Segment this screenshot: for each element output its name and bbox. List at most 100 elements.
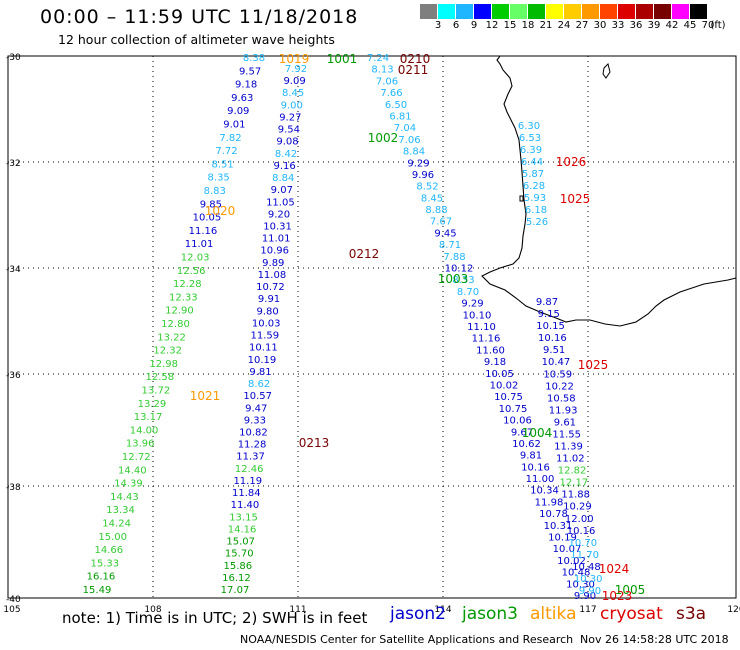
- wave-height-value: 5.26: [526, 217, 548, 228]
- scale-swatch: [654, 4, 672, 19]
- wave-height-value: 8.38: [243, 53, 265, 64]
- wave-height-value: 10.78: [539, 509, 568, 520]
- pass-time-label: 0210: [400, 52, 431, 66]
- scale-swatch: [618, 4, 636, 19]
- wave-height-value: 10.22: [545, 381, 574, 392]
- wave-height-value: 10.30: [566, 579, 595, 590]
- wave-height-value: 10.62: [512, 439, 541, 450]
- wave-height-value: 12.32: [153, 346, 182, 357]
- wave-height-value: 15.86: [224, 561, 253, 572]
- wave-height-value: 10.03: [252, 318, 281, 329]
- wave-height-value: 9.63: [231, 93, 253, 104]
- wave-height-value: 6.44: [521, 157, 543, 168]
- wave-height-value: 13.72: [142, 386, 171, 397]
- scale-label: 6: [452, 20, 460, 31]
- wave-height-value: 11.84: [232, 488, 261, 499]
- wave-height-value: 10.30: [574, 574, 603, 585]
- longitude-label: 111: [289, 605, 306, 615]
- wave-height-value: 8.42: [275, 149, 297, 160]
- wave-height-value: 10.12: [445, 264, 474, 275]
- wave-height-value: 9.90: [574, 591, 596, 602]
- wave-height-value: 15.00: [98, 532, 127, 543]
- wave-height-value: 12.98: [149, 359, 178, 370]
- wave-height-value: 9.89: [262, 258, 284, 269]
- wave-height-value: 11.16: [189, 226, 218, 237]
- legend-cryosat: cryosat: [600, 604, 663, 624]
- wave-height-value: 8.51: [211, 159, 233, 170]
- wave-height-value: 9.20: [268, 209, 290, 220]
- legend-s3a-label: s3a: [676, 604, 707, 624]
- pass-time-label: 1003: [438, 272, 469, 286]
- wave-height-value: 10.16: [538, 333, 567, 344]
- wave-height-value: 7.72: [215, 146, 237, 157]
- pass-time-label: 1019: [279, 52, 310, 66]
- wave-height-value: 10.10: [463, 310, 492, 321]
- wave-height-value: 14.66: [94, 545, 123, 556]
- wave-height-value: 13.96: [126, 439, 155, 450]
- wave-height-value: 10.19: [548, 533, 577, 544]
- wave-height-value: 12.33: [169, 292, 198, 303]
- wave-height-value: 8.45: [282, 88, 304, 99]
- wave-height-value: 9.90: [579, 586, 601, 597]
- scale-label: 39: [647, 20, 661, 31]
- wave-height-value: 9.15: [538, 309, 560, 320]
- color-scale-labels: 3 6 9 12 15 18 21 24 27 30 33 36 39 42 45 70 (ft): [420, 19, 740, 33]
- wave-height-value: 7.92: [285, 64, 307, 75]
- wave-height-value: 11.39: [554, 442, 583, 453]
- wave-height-value: 12.03: [181, 253, 210, 264]
- wave-height-value: 11.37: [236, 452, 265, 463]
- scale-swatch: [474, 4, 492, 19]
- pass-time-label: 1021: [190, 389, 221, 403]
- wave-height-value: 9.45: [434, 228, 456, 239]
- wave-height-value: 11.59: [250, 331, 279, 342]
- legend-jason3-label: jason3: [462, 604, 518, 624]
- footer-timestamp: Nov 26 14:58:28 UTC 2018: [580, 633, 729, 646]
- wave-height-value: 10.96: [260, 246, 289, 257]
- wave-height-value: 9.85: [200, 199, 222, 210]
- wave-height-value: 10.05: [193, 213, 222, 224]
- wave-height-value: 16.16: [87, 572, 116, 583]
- wave-height-value: 10.57: [243, 391, 272, 402]
- wave-height-value: 14.43: [110, 492, 139, 503]
- wave-height-value: 10.05: [485, 369, 514, 380]
- wave-height-value: 10.48: [572, 562, 601, 573]
- scale-label: 27: [575, 20, 589, 31]
- wave-height-value: 8.88: [425, 205, 447, 216]
- wave-height-value: 10.59: [543, 369, 572, 380]
- wave-height-value: 14.40: [118, 465, 147, 476]
- wave-height-value: 11.60: [476, 345, 505, 356]
- wave-height-value: 15.70: [225, 549, 254, 560]
- legend-jason2-label: jason2: [390, 604, 446, 624]
- wave-height-value: 12.82: [558, 466, 587, 477]
- color-scale: 3 6 9 12 15 18 21 24 27 30 33 36 39 42 45 70 (ft): [420, 4, 740, 33]
- coastline: [481, 55, 737, 327]
- wave-height-value: 10.11: [249, 343, 278, 354]
- wave-height-value: 10.19: [248, 355, 277, 366]
- wave-height-value: 8.33: [452, 275, 474, 286]
- wave-height-value: 11.55: [552, 429, 581, 440]
- legend-cryosat-label: cryosat: [600, 604, 663, 624]
- island-outline: [602, 63, 611, 79]
- wave-height-value: 12.56: [177, 266, 206, 277]
- wave-height-value: 15.49: [83, 585, 112, 596]
- wave-height-value: 7.88: [443, 252, 465, 263]
- wave-height-value: 9.09: [227, 106, 249, 117]
- wave-height-value: 8.83: [204, 186, 226, 197]
- wave-height-value: 9.33: [244, 415, 266, 426]
- island-outline-small: [519, 195, 524, 202]
- scale-label: 15: [503, 20, 517, 31]
- wave-height-value: 9.18: [484, 357, 506, 368]
- wave-height-value: 9.07: [271, 185, 293, 196]
- map-frame: [7, 55, 737, 599]
- wave-height-value: 14.39: [114, 479, 143, 490]
- wave-height-value: 9.80: [256, 306, 278, 317]
- wave-height-value: 11.93: [549, 405, 578, 416]
- wave-height-value: 10.34: [530, 486, 559, 497]
- latitude-label: -30: [6, 53, 21, 63]
- wave-height-value: 10.07: [553, 544, 582, 555]
- wave-height-value: 8.52: [416, 182, 438, 193]
- wave-height-value: 6.28: [523, 181, 545, 192]
- wave-height-value: 15.07: [226, 537, 255, 548]
